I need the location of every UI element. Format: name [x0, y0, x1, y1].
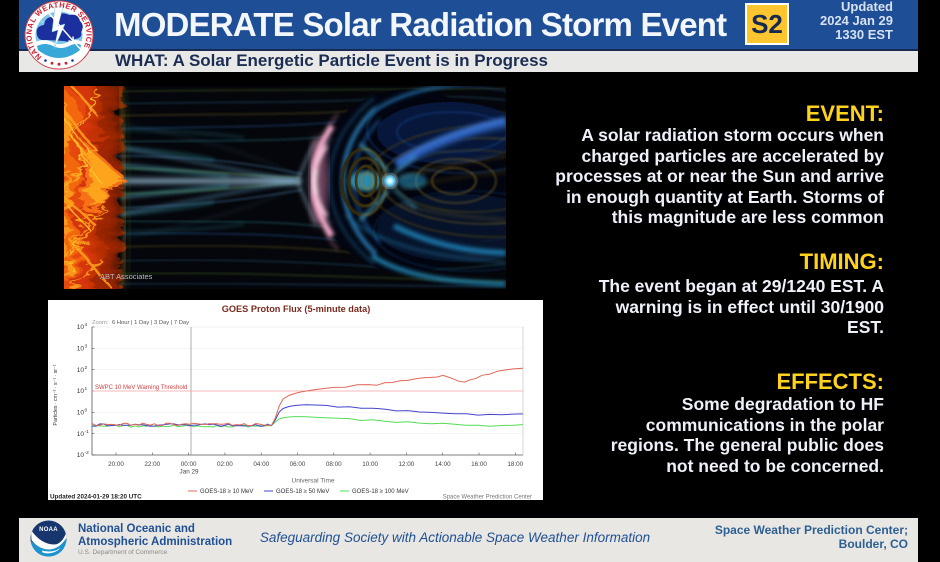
svg-text:12:00: 12:00	[399, 461, 415, 468]
svg-text:Zoom:: Zoom:	[92, 320, 109, 326]
svg-text:6 Hour | 1 Day | 3 Day | 7 Day: 6 Hour | 1 Day | 3 Day | 7 Day	[112, 320, 189, 326]
svg-text:GOES-18 ≥ 50 MeV: GOES-18 ≥ 50 MeV	[276, 489, 329, 495]
svg-text:GOES-18 ≥ 10 MeV: GOES-18 ≥ 10 MeV	[200, 489, 253, 495]
svg-text:04:00: 04:00	[253, 461, 269, 468]
svg-text:2: 2	[85, 365, 88, 371]
svg-text:20:00: 20:00	[108, 461, 124, 468]
svg-text:GOES-18 ≥ 100 MeV: GOES-18 ≥ 100 MeV	[352, 489, 409, 495]
svg-text:Universal Time: Universal Time	[292, 478, 335, 485]
svg-text:10: 10	[77, 346, 85, 353]
svg-text:10: 10	[77, 388, 85, 395]
svg-text:08:00: 08:00	[326, 461, 342, 468]
svg-text:22:00: 22:00	[144, 461, 160, 468]
svg-text:-1: -1	[85, 429, 90, 435]
svg-text:10: 10	[77, 324, 85, 331]
svg-text:Jan 29: Jan 29	[180, 469, 199, 476]
svg-text:Updated 2024-01-29 18:20 UTC: Updated 2024-01-29 18:20 UTC	[50, 494, 142, 501]
svg-text:10:00: 10:00	[362, 461, 378, 468]
svg-text:00:00: 00:00	[181, 461, 197, 468]
svg-text:NOAA: NOAA	[39, 527, 58, 533]
svg-text:18:00: 18:00	[507, 461, 523, 468]
svg-text:0: 0	[85, 408, 88, 414]
svg-text:10: 10	[77, 452, 85, 459]
svg-text:SWPC 10 MeV Warning Threshold: SWPC 10 MeV Warning Threshold	[95, 385, 187, 391]
svg-text:06:00: 06:00	[290, 461, 306, 468]
svg-text:3: 3	[85, 344, 88, 350]
svg-text:16:00: 16:00	[471, 461, 487, 468]
svg-text:Particles · cm⁻² · s⁻¹ · sr⁻¹: Particles · cm⁻² · s⁻¹ · sr⁻¹	[53, 364, 59, 425]
svg-text:10: 10	[77, 410, 85, 417]
svg-text:Space Weather Prediction Cente: Space Weather Prediction Center	[443, 495, 532, 501]
svg-text:10: 10	[77, 431, 85, 438]
svg-text:4: 4	[85, 322, 88, 328]
svg-text:ABT Associates: ABT Associates	[100, 272, 153, 281]
svg-text:GOES Proton Flux (5-minute dat: GOES Proton Flux (5-minute data)	[222, 304, 371, 314]
svg-text:1: 1	[85, 386, 88, 392]
svg-text:-2: -2	[85, 450, 90, 456]
svg-text:10: 10	[77, 367, 85, 374]
svg-text:14:00: 14:00	[435, 461, 451, 468]
svg-text:02:00: 02:00	[217, 461, 233, 468]
